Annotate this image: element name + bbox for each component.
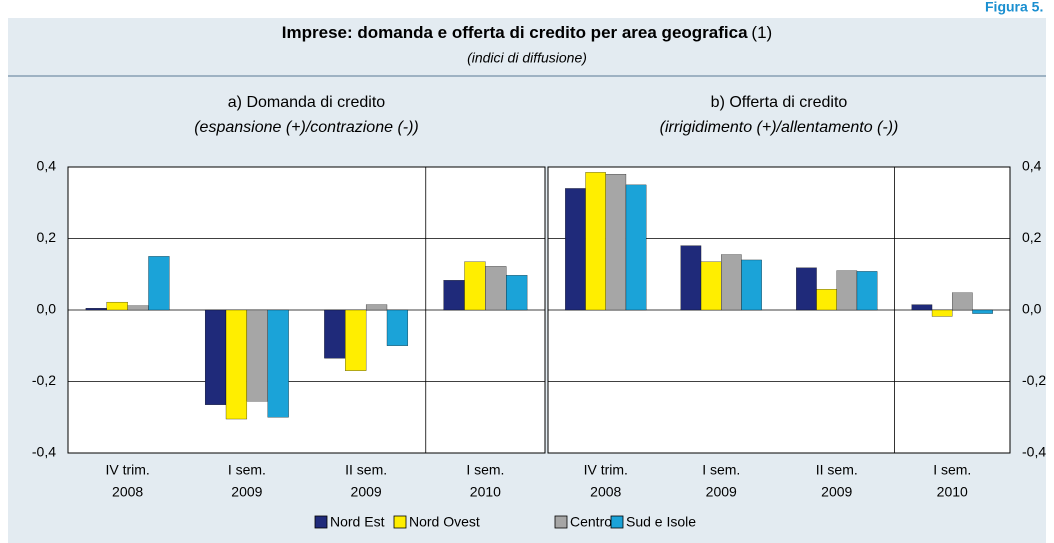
y-tick-label: 0,2 bbox=[1022, 229, 1042, 245]
legend-swatch bbox=[393, 515, 407, 529]
panel-subtitle: (espansione (+)/contrazione (-)) bbox=[194, 119, 419, 136]
x-tick-label: 2009 bbox=[706, 484, 737, 500]
y-tick-label: -0,4 bbox=[1022, 444, 1046, 460]
bar bbox=[972, 309, 993, 314]
panel-title: a) Domanda di credito bbox=[228, 94, 386, 111]
x-tick-label: I sem. bbox=[466, 462, 504, 478]
bar bbox=[816, 289, 837, 311]
x-tick-label: I sem. bbox=[228, 462, 266, 478]
bar bbox=[585, 172, 606, 311]
legend-label: Centro bbox=[570, 514, 612, 530]
bar bbox=[204, 309, 227, 405]
bar bbox=[836, 270, 858, 311]
y-tick-label: 0,4 bbox=[37, 158, 57, 174]
bar bbox=[680, 245, 702, 311]
x-tick-label: IV trim. bbox=[105, 462, 149, 478]
bar bbox=[267, 309, 289, 418]
x-tick-label: 2009 bbox=[231, 484, 262, 500]
panel-title: b) Offerta di credito bbox=[711, 94, 848, 111]
legend-swatch bbox=[554, 515, 568, 529]
bar bbox=[485, 266, 507, 311]
bar bbox=[443, 280, 465, 311]
bar bbox=[741, 259, 762, 311]
title-main: Imprese: domanda e offerta di credito pe… bbox=[282, 23, 748, 42]
bar bbox=[565, 188, 586, 311]
bar bbox=[796, 267, 817, 311]
y-tick-label: -0,2 bbox=[1022, 372, 1046, 388]
x-tick-label: II sem. bbox=[816, 462, 858, 478]
panel-subtitle: (irrigidimento (+)/allentamento (-)) bbox=[660, 119, 899, 136]
bar bbox=[148, 256, 170, 311]
bar bbox=[952, 292, 973, 311]
bar bbox=[365, 304, 388, 311]
legend-swatch bbox=[610, 515, 624, 529]
bar bbox=[625, 184, 647, 311]
y-tick-label: 0,0 bbox=[37, 301, 57, 317]
legend-label: Nord Ovest bbox=[409, 514, 480, 530]
legend-label: Sud e Isole bbox=[626, 514, 696, 530]
y-tick-label: 0,4 bbox=[1022, 158, 1042, 174]
bar bbox=[721, 254, 742, 311]
bar bbox=[85, 308, 107, 311]
bar bbox=[856, 271, 878, 311]
bar bbox=[506, 275, 528, 311]
x-tick-label: II sem. bbox=[345, 462, 387, 478]
bar bbox=[324, 309, 346, 359]
title: Imprese: domanda e offerta di credito pe… bbox=[282, 23, 772, 42]
y-tick-label: 0,2 bbox=[37, 229, 57, 245]
x-tick-label: 2009 bbox=[821, 484, 852, 500]
x-tick-label: I sem. bbox=[933, 462, 971, 478]
x-tick-label: I sem. bbox=[702, 462, 740, 478]
title-note: (1) bbox=[751, 23, 772, 42]
bar bbox=[106, 301, 128, 311]
bar bbox=[127, 305, 149, 311]
bar bbox=[911, 304, 933, 311]
x-tick-label: 2008 bbox=[590, 484, 621, 500]
bar bbox=[464, 261, 486, 311]
x-tick-label: 2008 bbox=[112, 484, 143, 500]
legend-swatch bbox=[314, 515, 328, 529]
bar bbox=[386, 309, 409, 346]
legend-label: Nord Est bbox=[330, 514, 385, 530]
bar bbox=[345, 309, 367, 371]
x-tick-label: 2010 bbox=[470, 484, 501, 500]
bar bbox=[700, 261, 722, 311]
y-tick-label: 0,0 bbox=[1022, 301, 1042, 317]
y-tick-label: -0,2 bbox=[32, 372, 56, 388]
x-tick-label: 2009 bbox=[351, 484, 382, 500]
bar bbox=[931, 309, 953, 317]
x-tick-label: IV trim. bbox=[584, 462, 628, 478]
x-tick-label: 2010 bbox=[937, 484, 968, 500]
bar bbox=[605, 173, 627, 311]
y-tick-label: -0,4 bbox=[32, 444, 56, 460]
bar bbox=[225, 309, 248, 420]
figure-label: Figura 5. bbox=[985, 0, 1043, 15]
subtitle: (indici di diffusione) bbox=[467, 50, 587, 66]
bar bbox=[246, 309, 268, 402]
